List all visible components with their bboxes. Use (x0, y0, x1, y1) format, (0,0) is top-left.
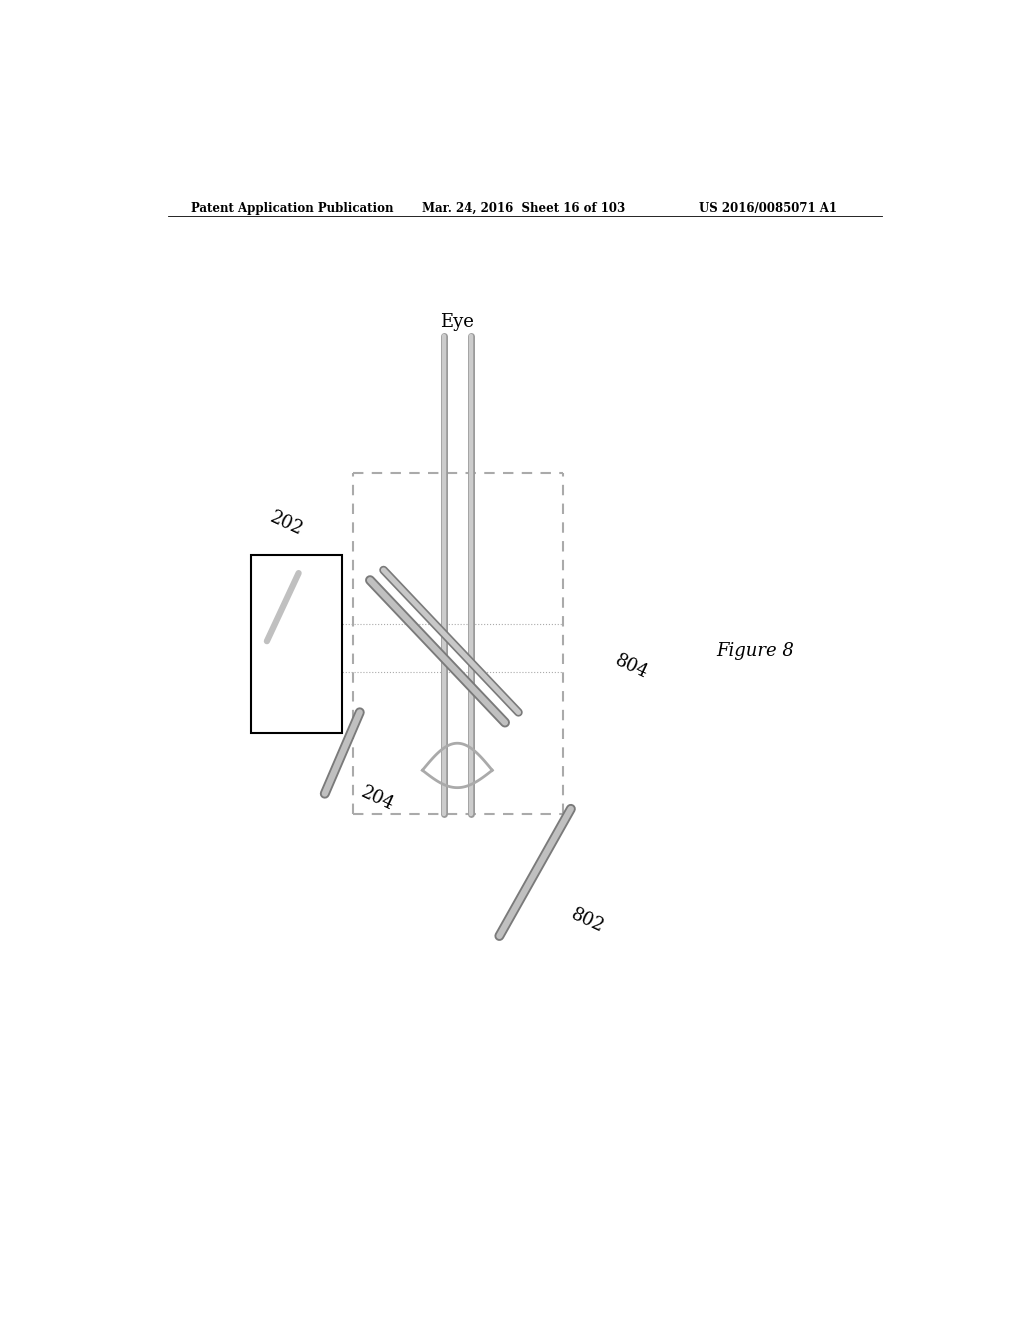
Text: Figure 8: Figure 8 (716, 643, 794, 660)
Text: Patent Application Publication: Patent Application Publication (191, 202, 394, 215)
Text: 202: 202 (267, 508, 305, 540)
Text: Mar. 24, 2016  Sheet 16 of 103: Mar. 24, 2016 Sheet 16 of 103 (422, 202, 625, 215)
Text: 804: 804 (612, 651, 651, 682)
Text: 204: 204 (358, 783, 396, 814)
Text: 802: 802 (568, 906, 607, 936)
Text: US 2016/0085071 A1: US 2016/0085071 A1 (699, 202, 838, 215)
Text: Eye: Eye (439, 313, 473, 331)
Bar (251, 554, 342, 733)
